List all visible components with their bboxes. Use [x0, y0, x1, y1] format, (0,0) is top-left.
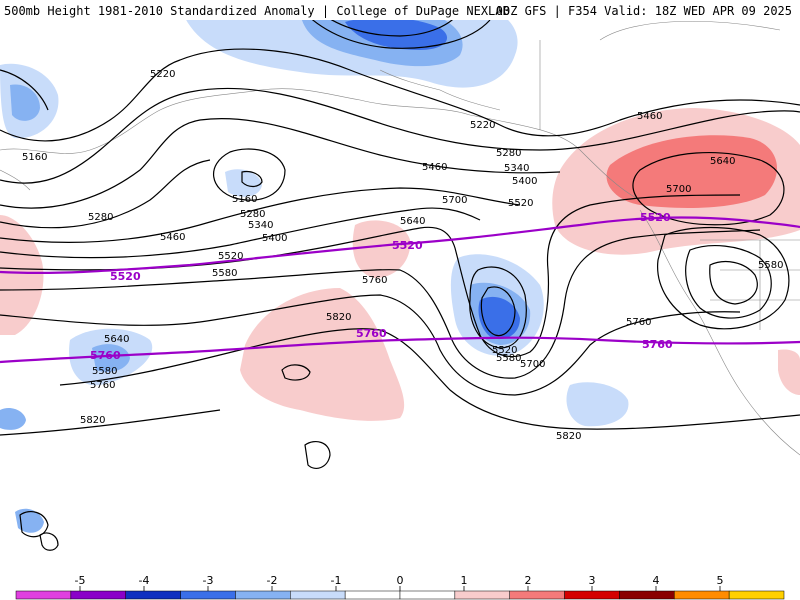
colorbar-segment — [180, 590, 236, 600]
colorbar-segment — [125, 590, 181, 600]
colorbar-segment — [619, 590, 675, 600]
colorbar-segment — [454, 590, 510, 600]
contour-label: 5580 — [92, 366, 117, 377]
colorbar-tick-label: 3 — [589, 574, 596, 587]
contour-label: 5700 — [442, 195, 467, 206]
colorbar-segment — [399, 590, 456, 600]
contour-label: 5460 — [422, 162, 447, 173]
pos-anomaly-area — [606, 135, 777, 208]
contour-label: 5580 — [496, 353, 521, 364]
anomaly-shading — [0, 2, 800, 533]
anomaly-map: 5220 5160 5220 5280 5340 5400 5460 5520 … — [0, 0, 800, 551]
pos-anomaly-area — [778, 349, 800, 395]
pos-anomaly-area — [240, 288, 405, 421]
height-contours — [0, 7, 800, 551]
colorbar-segment — [344, 590, 401, 600]
contour-label: 5520 — [492, 345, 517, 356]
colorbar-tick-label: 4 — [653, 574, 660, 587]
contour-label: 5640 — [104, 334, 129, 345]
contour-label: 5340 — [504, 163, 529, 174]
colorbar-tick-label: 2 — [525, 574, 532, 587]
highlight-label: 5520 — [110, 270, 141, 283]
contour-label: 5520 — [508, 198, 533, 209]
neg-anomaly-area — [566, 382, 629, 427]
contour-label: 5760 — [90, 380, 115, 391]
contour-label: 5520 — [218, 251, 243, 262]
highlight-label: 5760 — [356, 327, 387, 340]
contour-label: 5640 — [400, 216, 425, 227]
contour-label: 5160 — [232, 194, 257, 205]
contour-label: 5700 — [520, 359, 545, 370]
neg-anomaly-area — [92, 344, 130, 372]
colorbar-segment — [674, 590, 730, 600]
colorbar-segment — [70, 590, 126, 600]
colorbar-tick-label: 5 — [717, 574, 724, 587]
contour-label: 5760 — [626, 317, 651, 328]
contour-label: 5280 — [240, 209, 265, 220]
colorbar-tick-label: -4 — [139, 574, 150, 587]
colorbar-ticks: -5 -4 -3 -2 -1 0 1 2 3 4 5 — [75, 574, 724, 591]
neg-anomaly-area — [10, 84, 40, 121]
colorbar-tick-label: 0 — [397, 574, 404, 587]
colorbar-tick-label: -1 — [331, 574, 342, 587]
contour-label: 5640 — [710, 156, 735, 167]
colorbar-segment — [235, 590, 291, 600]
contour-labels: 5220 5160 5220 5280 5340 5400 5460 5520 … — [22, 69, 783, 442]
colorbar: -5 -4 -3 -2 -1 0 1 2 3 4 5 — [15, 574, 785, 600]
neg-anomaly-core — [345, 17, 448, 50]
neg-anomaly-area — [0, 408, 26, 430]
contour-label: 5820 — [326, 312, 351, 323]
contour-label: 5580 — [212, 268, 237, 279]
colorbar-segment — [728, 590, 785, 600]
colorbar-tick-label: -5 — [75, 574, 86, 587]
contour-label: 5760 — [362, 275, 387, 286]
highlight-contours — [0, 216, 800, 364]
pos-anomaly-area — [352, 220, 411, 278]
contour-label: 5820 — [556, 431, 581, 442]
coastlines — [0, 21, 800, 456]
neg-anomaly-area — [15, 508, 44, 533]
contour-label: 5280 — [88, 212, 113, 223]
contour-label: 5220 — [470, 120, 495, 131]
map-title: 500mb Height 1981-2010 Standardized Anom… — [4, 4, 510, 18]
highlight-label: 5520 — [392, 239, 423, 252]
colorbar-tick-label: -2 — [267, 574, 278, 587]
contour-label: 5220 — [150, 69, 175, 80]
highlight-label: 5760 — [642, 338, 673, 351]
contour-label: 5820 — [80, 415, 105, 426]
contour-label: 5160 — [22, 152, 47, 163]
contour-label: 5700 — [666, 184, 691, 195]
colorbar-segment — [564, 590, 620, 600]
map-header: 500mb Height 1981-2010 Standardized Anom… — [0, 0, 800, 20]
contour-label: 5340 — [248, 220, 273, 231]
contour-label: 5400 — [512, 176, 537, 187]
colorbar-segment — [15, 590, 72, 600]
colorbar-tick-label: -3 — [203, 574, 214, 587]
header-background — [0, 0, 800, 20]
colorbar-tick-label: 1 — [461, 574, 468, 587]
highlight-label: 5760 — [90, 349, 121, 362]
highlight-label: 5520 — [640, 211, 671, 224]
colorbar-segment — [290, 590, 346, 600]
contour-label: 5580 — [758, 260, 783, 271]
colorbar-segment — [509, 590, 565, 600]
contour-label: 5400 — [262, 233, 287, 244]
contour-label: 5280 — [496, 148, 521, 159]
contour-label: 5460 — [160, 232, 185, 243]
model-run-info: 00Z GFS | F354 Valid: 18Z WED APR 09 202… — [495, 4, 792, 18]
contour-label: 5460 — [637, 111, 662, 122]
colorbar-bar — [15, 590, 785, 600]
pos-anomaly-area — [0, 215, 44, 335]
